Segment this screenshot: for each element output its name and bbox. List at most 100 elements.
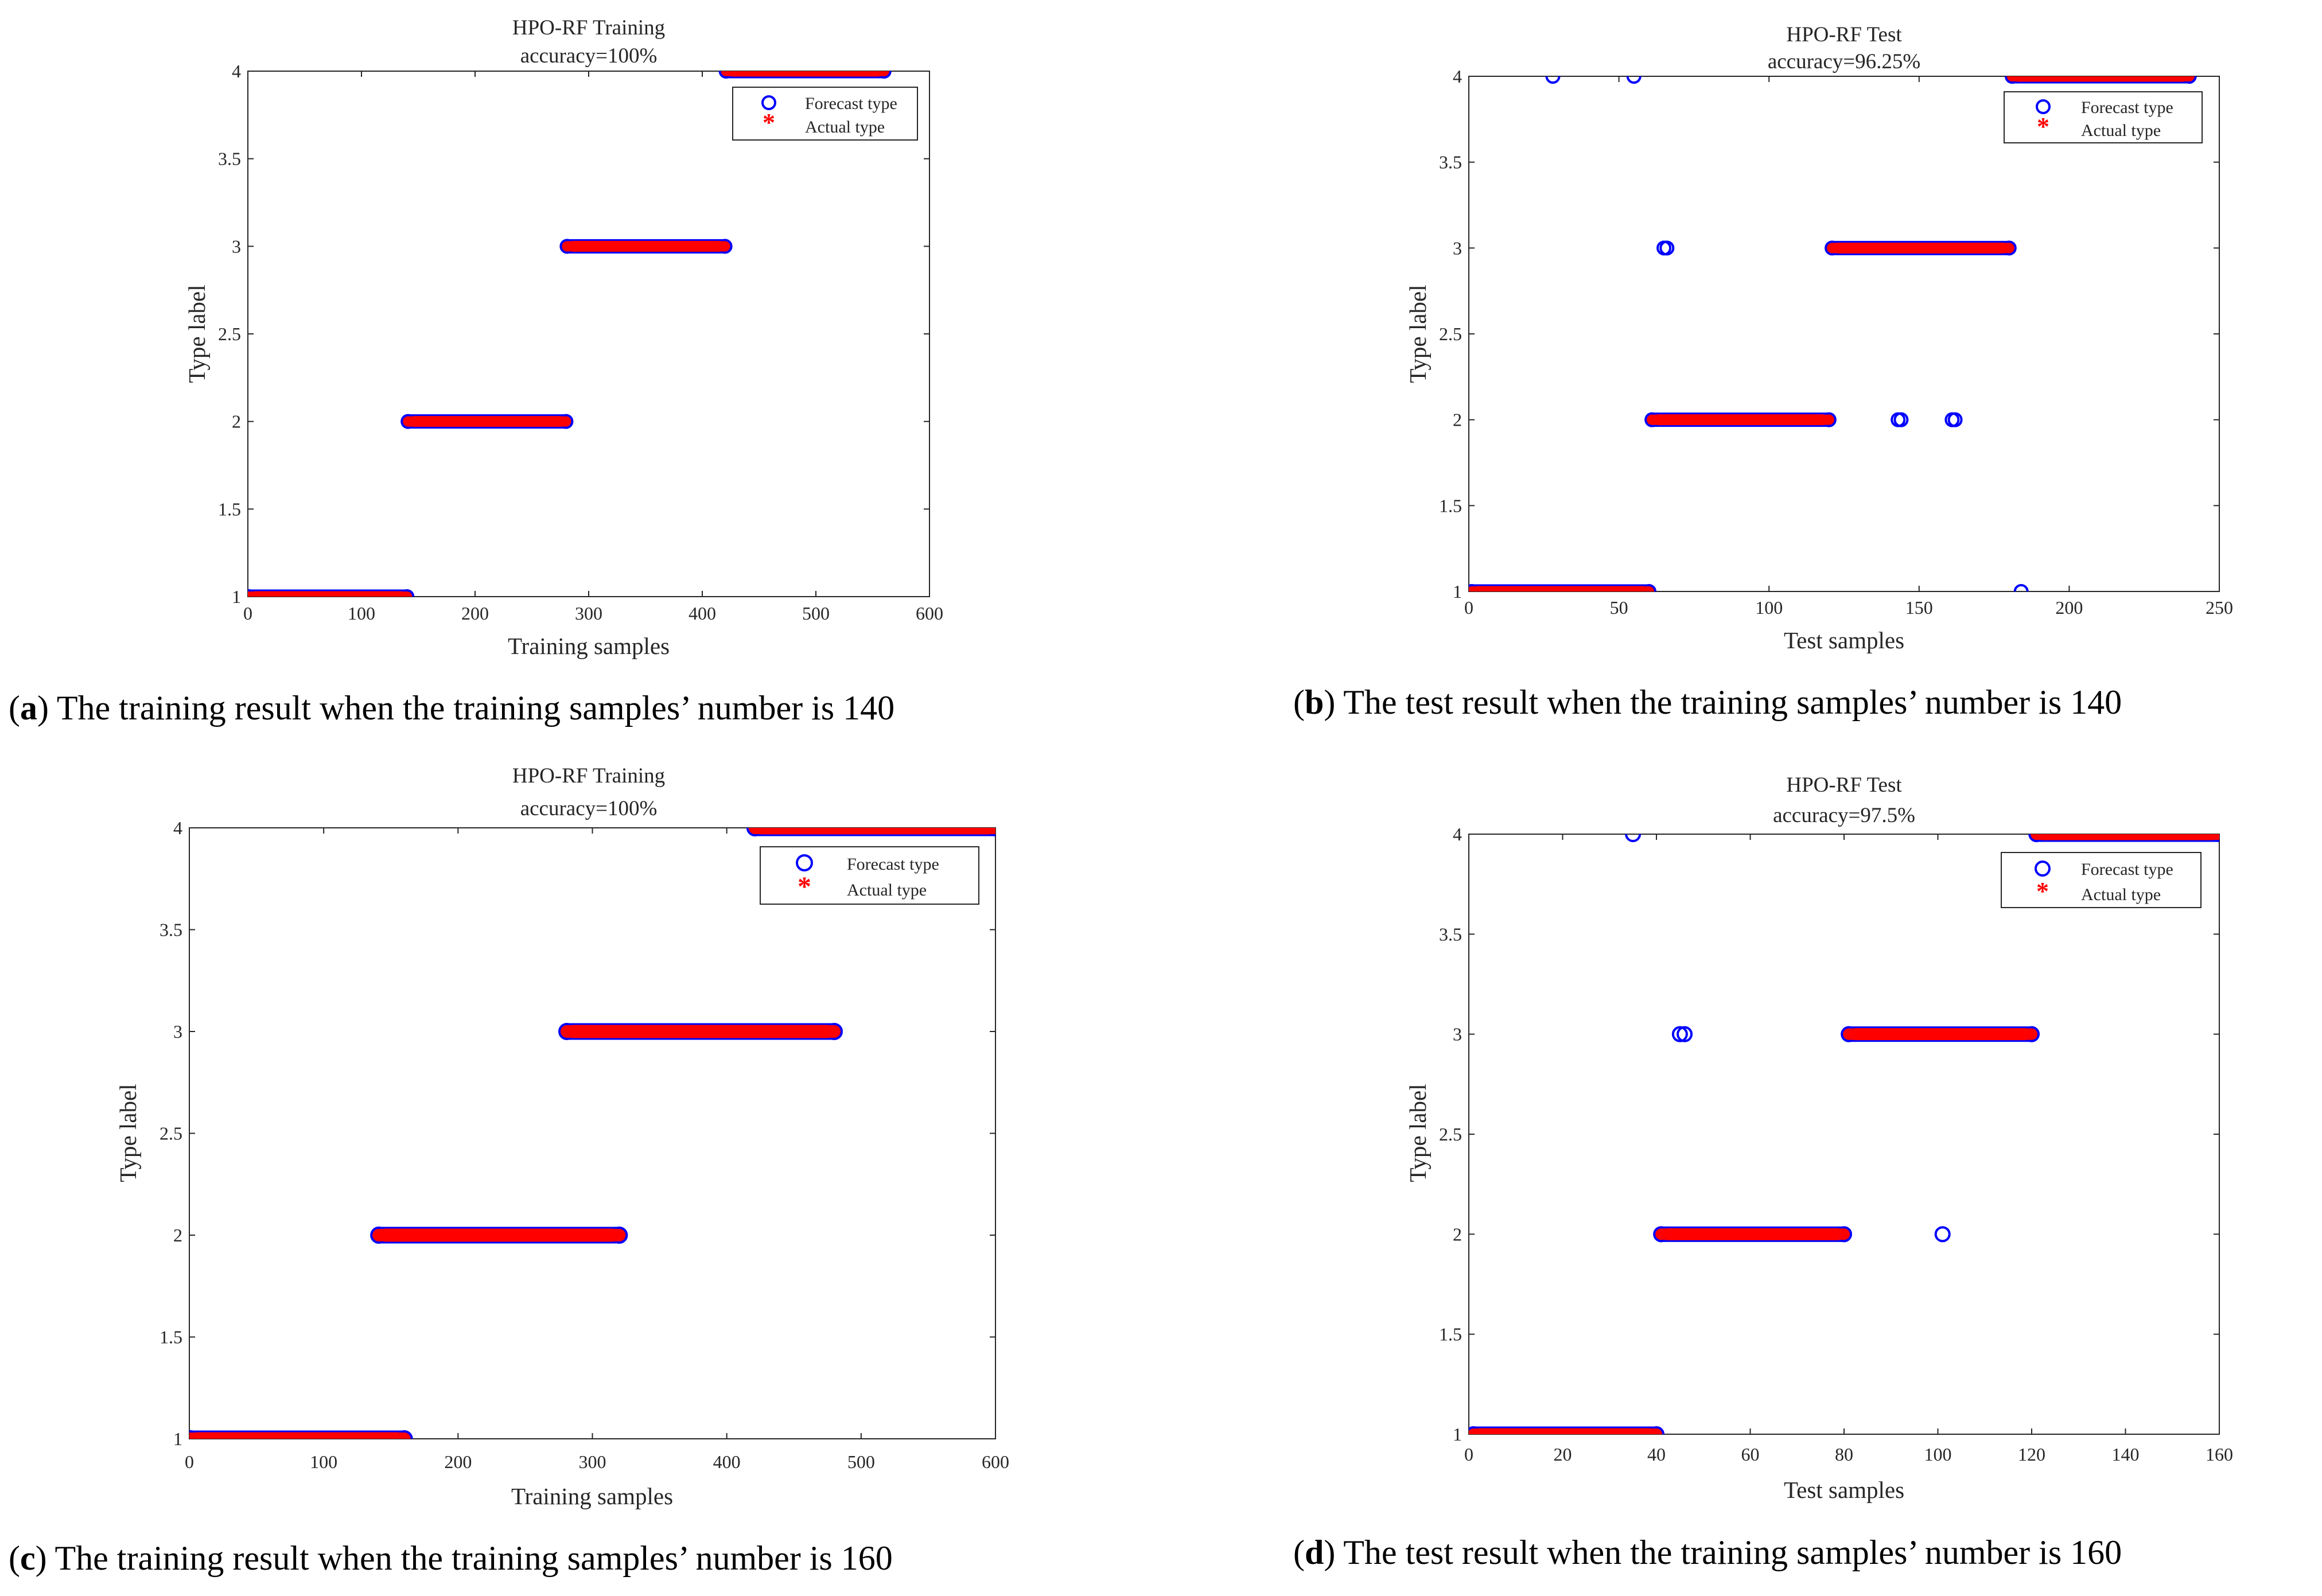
legend: * Forecast type Actual type (2004, 91, 2203, 143)
forecast-outlier-point (1545, 76, 1561, 84)
legend-actual-label: Actual type (847, 881, 927, 900)
legend-forecast-marker (761, 95, 776, 110)
x-tick-label: 250 (2206, 597, 2233, 618)
actual-band-fill (1473, 1428, 1656, 1434)
x-tick-label: 100 (348, 603, 375, 624)
caption-text: The training result when the training sa… (49, 689, 894, 727)
y-axis-label: Type label (1405, 285, 1431, 383)
y-tick-label: 3 (173, 1021, 182, 1042)
y-tick-label: 2 (1453, 410, 1462, 430)
y-tick-label: 1 (232, 586, 241, 607)
x-tick-label: 400 (689, 603, 716, 624)
y-tick-label: 3 (1453, 238, 1462, 258)
forecast-series-label-3 (559, 239, 733, 254)
y-tick-label: 1 (173, 1428, 182, 1449)
y-tick-label: 1.5 (160, 1327, 182, 1348)
forecast-outlier-point (1677, 1026, 1693, 1042)
y-tick-label: 1.5 (1439, 1324, 1462, 1345)
caption-b: (b) The test result when the training sa… (1293, 683, 2122, 721)
actual-band-fill (248, 591, 407, 597)
forecast-series-label-3 (1841, 1026, 2040, 1042)
forecast-series-label-1 (248, 589, 415, 597)
x-axis-label: Training samples (511, 1483, 673, 1509)
legend-actual-marker: * (763, 108, 775, 137)
x-tick-label: 600 (916, 603, 943, 624)
legend-actual-marker: * (2037, 112, 2049, 141)
chart-title-line-2: accuracy=97.5% (1773, 804, 1915, 827)
actual-band-fill (754, 828, 995, 834)
actual-band-fill (190, 1432, 404, 1439)
y-tick-label: 1 (1453, 1424, 1462, 1445)
x-tick-label: 500 (847, 1451, 875, 1472)
chart-panel-c: 0 100 200 300 400 500 600 1 1.5 2 2.5 3 3.5 4 HPO-RF … (115, 764, 1009, 1509)
actual-band-fill (567, 241, 725, 252)
x-tick-label: 0 (185, 1451, 194, 1472)
x-tick-label: 140 (2112, 1444, 2140, 1465)
actual-band-fill (567, 1025, 834, 1038)
forecast-outlier-point (1625, 834, 1642, 842)
chart-panel-b: 0 50 100 150 200 250 1 1.5 2 2.5 3 3.5 4 HPO-RF Test… (1405, 23, 2233, 653)
forecast-series-label-1 (1469, 1426, 1664, 1434)
y-tick-label: 2 (1453, 1224, 1462, 1244)
x-tick-label: 300 (575, 603, 602, 624)
y-tick-label: 3 (232, 236, 241, 256)
legend-forecast-label: Forecast type (2081, 98, 2173, 117)
forecast-series-label-2 (400, 414, 574, 429)
forecast-series-label-2 (370, 1227, 628, 1244)
y-tick-label: 4 (1453, 66, 1462, 87)
forecast-outlier-point (1934, 1226, 1951, 1243)
x-tick-label: 80 (1835, 1444, 1853, 1465)
forecast-series-label-1 (1469, 584, 1656, 591)
captions: (a) The training result when the trainin… (9, 683, 2122, 1577)
forecast-series-label-2 (1644, 412, 1837, 427)
actual-band-fill (408, 416, 566, 427)
x-tick-label: 0 (1464, 1444, 1473, 1465)
x-axis-label: Test samples (1784, 1477, 1904, 1503)
chart-title-line-1: HPO-RF Training (512, 16, 665, 40)
x-tick-label: 200 (444, 1451, 472, 1472)
legend-actual-marker: * (2036, 877, 2049, 905)
plot-area (247, 71, 930, 597)
forecast-series-label-1 (189, 1430, 413, 1439)
caption-letter: a (20, 689, 37, 727)
forecast-series-label-4 (2028, 834, 2219, 842)
actual-band-fill (1832, 243, 2009, 254)
y-tick-label: 4 (232, 61, 241, 81)
forecast-outlier-point (1893, 412, 1909, 427)
y-tick-label: 3.5 (1439, 924, 1462, 944)
chart-title-line-2: accuracy=96.25% (1768, 50, 1920, 73)
caption-c: (c) The training result when the trainin… (9, 1539, 893, 1577)
actual-band-fill (1472, 586, 1649, 591)
x-tick-label: 20 (1554, 1444, 1572, 1465)
forecast-outlier-point (1671, 1026, 1688, 1042)
y-tick-label: 2.5 (1439, 324, 1462, 344)
legend-forecast-label: Forecast type (2081, 860, 2173, 879)
x-tick-label: 600 (982, 1451, 1009, 1472)
actual-band-fill (1661, 1228, 1844, 1240)
x-tick-label: 0 (1464, 597, 1473, 618)
caption-text: The test result when the training sample… (1335, 683, 2122, 721)
actual-band-fill (2036, 834, 2219, 840)
plot-area (1468, 834, 2220, 1435)
actual-band-fill (1849, 1028, 2032, 1040)
y-tick-label: 1.5 (1439, 495, 1462, 516)
y-tick-label: 2.5 (218, 324, 241, 344)
y-tick-label: 2.5 (1439, 1124, 1462, 1145)
chart-title-line-2: accuracy=100% (520, 44, 658, 68)
chart-title-line-2: accuracy=100% (520, 797, 658, 820)
y-tick-label: 1.5 (218, 499, 241, 519)
chart-panel-d: 0 20 40 60 80 100 120 140 160 1 1.5 2 2.5 3 3.5 4 HPO-R… (1405, 773, 2233, 1503)
forecast-series-label-3 (558, 1023, 843, 1040)
forecast-series-label-4 (2004, 76, 2197, 84)
x-axis-label: Test samples (1784, 627, 1904, 653)
forecast-series-label-3 (1825, 240, 2017, 256)
y-tick-label: 4 (1453, 824, 1462, 844)
legend-forecast-marker (796, 854, 813, 871)
caption-letter: b (1305, 683, 1324, 721)
actual-band-fill (2012, 76, 2189, 81)
y-axis-label: Type label (1405, 1084, 1431, 1182)
x-tick-label: 0 (243, 603, 252, 624)
chart-title-line-1: HPO-RF Training (512, 764, 665, 788)
y-tick-label: 3.5 (160, 920, 182, 940)
caption-text: The test result when the training sample… (1335, 1533, 2122, 1571)
